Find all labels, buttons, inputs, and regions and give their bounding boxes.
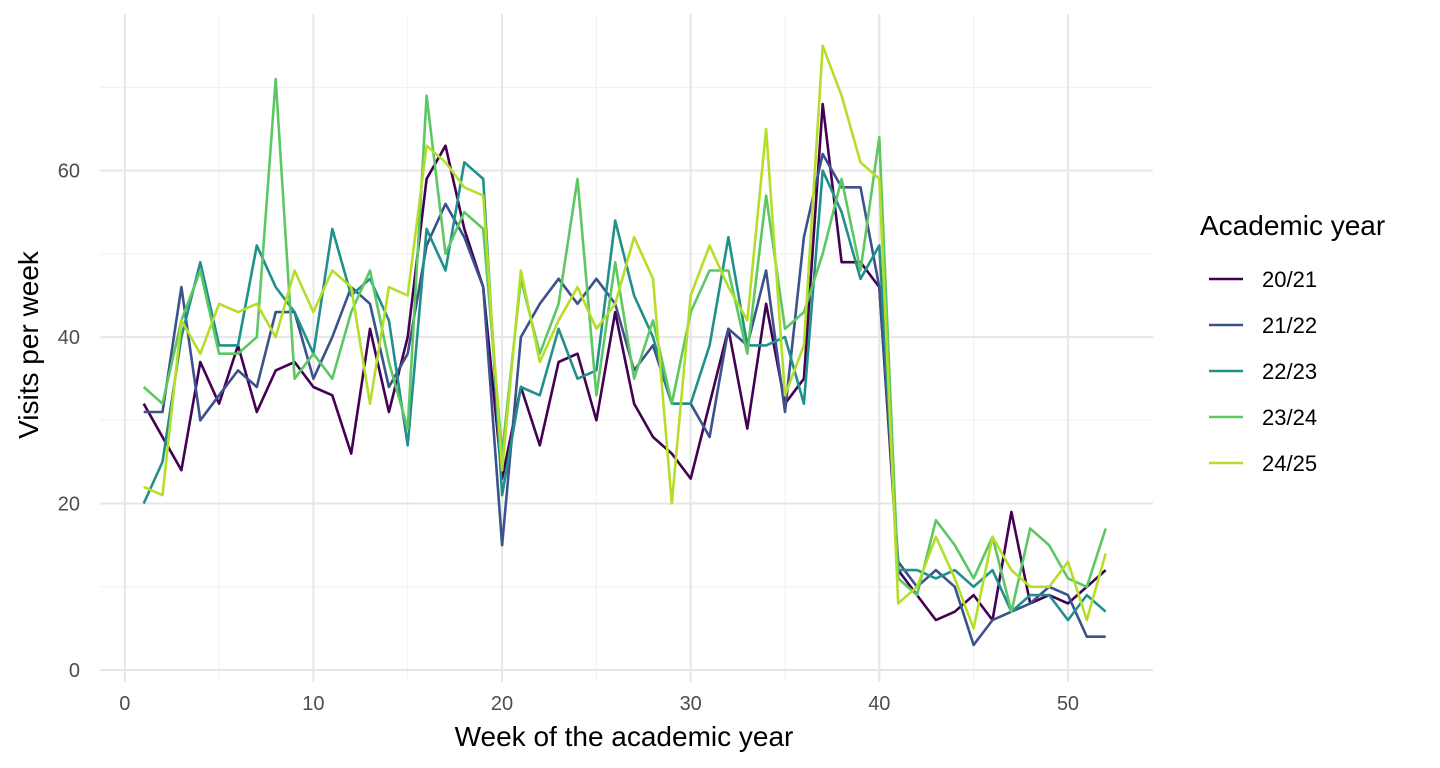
y-axis-title: Visits per week: [13, 250, 44, 439]
legend-label-20-21: 20/21: [1262, 267, 1317, 292]
series-lines: [142, 44, 1107, 647]
legend-label-24-25: 24/25: [1262, 451, 1317, 476]
x-tick-label: 0: [119, 693, 130, 715]
legend-label-22-23: 22/23: [1262, 359, 1317, 384]
y-axis-tick-labels: 0 20 40 60: [58, 161, 80, 682]
legend-title: Academic year: [1200, 210, 1385, 241]
series-line-23-24: [142, 77, 1107, 614]
x-axis-tick-labels: 0 10 20 30 40 50: [119, 693, 1079, 715]
legend: Academic year 20/21 21/22 22/23 23/24 24/25: [1200, 210, 1385, 476]
x-tick-label: 30: [680, 693, 702, 715]
y-tick-label: 60: [58, 161, 80, 183]
y-tick-label: 40: [58, 327, 80, 349]
y-tick-label: 20: [58, 494, 80, 516]
x-tick-label: 40: [868, 693, 890, 715]
minor-gridlines: [100, 14, 1153, 682]
legend-label-23-24: 23/24: [1262, 405, 1317, 430]
series-line-24-25: [143, 44, 1107, 630]
series-line-20-21: [142, 102, 1107, 622]
series-line-21-22: [143, 152, 1106, 647]
legend-label-21-22: 21/22: [1262, 313, 1317, 338]
x-axis-title: Week of the academic year: [455, 721, 794, 752]
series-line-22-23: [142, 161, 1107, 622]
legend-items: 20/21 21/22 22/23 23/24 24/25: [1209, 267, 1317, 476]
x-tick-label: 50: [1057, 693, 1079, 715]
x-tick-label: 10: [302, 693, 324, 715]
x-tick-label: 20: [491, 693, 513, 715]
y-tick-label: 0: [69, 660, 80, 682]
